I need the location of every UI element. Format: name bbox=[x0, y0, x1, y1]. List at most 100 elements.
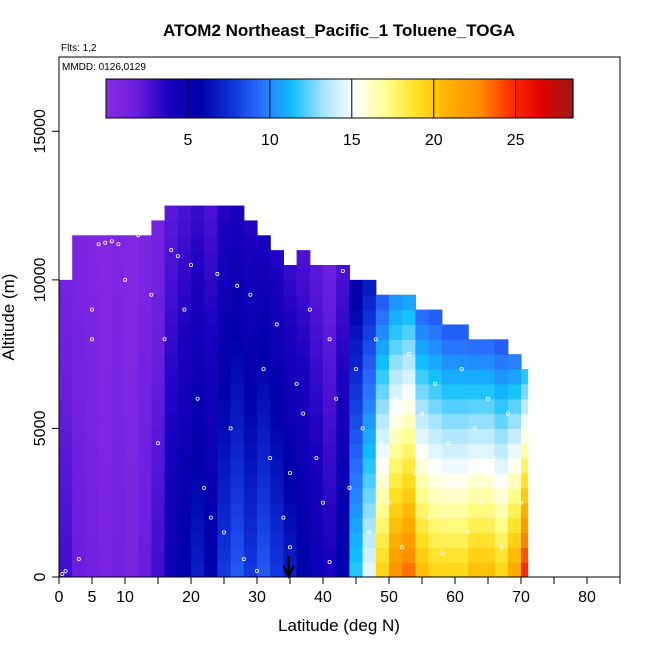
heatmap-cell bbox=[441, 562, 456, 577]
heatmap-cell bbox=[270, 413, 284, 430]
heatmap-cell bbox=[191, 250, 205, 266]
heatmap-cell bbox=[494, 502, 509, 519]
heatmap-cell bbox=[138, 309, 152, 326]
heatmap-cell bbox=[204, 279, 218, 296]
heatmap-cell bbox=[309, 413, 324, 430]
heatmap-cell bbox=[389, 473, 403, 489]
colorbar-segment bbox=[405, 79, 411, 118]
heatmap-cell bbox=[468, 443, 482, 459]
y-tick-label: 10000 bbox=[32, 258, 49, 303]
heatmap-cell bbox=[59, 547, 73, 563]
heatmap-cell bbox=[349, 309, 364, 326]
heatmap-cell bbox=[98, 547, 113, 563]
heatmap-cell bbox=[111, 354, 126, 370]
colorbar-segment bbox=[160, 79, 165, 118]
colorbar-segment bbox=[378, 79, 383, 118]
heatmap-cell bbox=[428, 443, 443, 459]
x-tick-label: 40 bbox=[314, 589, 332, 606]
colorbar-segment bbox=[137, 79, 142, 118]
heatmap-cell bbox=[349, 532, 364, 548]
heatmap-cell bbox=[217, 383, 232, 400]
heatmap-cell bbox=[441, 339, 456, 355]
heatmap-cell bbox=[217, 473, 232, 489]
colorbar-segment bbox=[288, 79, 294, 118]
heatmap-cell bbox=[402, 413, 416, 430]
heatmap-cell bbox=[217, 294, 232, 311]
heatmap-cell bbox=[230, 532, 245, 548]
heatmap-cell bbox=[204, 235, 218, 251]
heatmap-cell bbox=[111, 294, 126, 311]
heatmap-cell bbox=[243, 250, 258, 266]
heatmap-cell bbox=[85, 354, 100, 370]
colorbar-segment bbox=[541, 79, 547, 118]
heatmap-cell bbox=[191, 369, 205, 385]
heatmap-cell bbox=[257, 398, 271, 415]
heatmap-cell bbox=[243, 413, 258, 430]
heatmap-cell bbox=[138, 532, 152, 548]
heatmap-cell bbox=[283, 443, 298, 459]
heatmap-cell bbox=[336, 487, 350, 504]
heatmap-cell bbox=[217, 547, 232, 563]
heatmap-cell bbox=[59, 428, 73, 444]
heatmap-cell bbox=[441, 458, 456, 474]
observation-point bbox=[155, 441, 160, 446]
heatmap-cell bbox=[270, 532, 284, 548]
heatmap-cell bbox=[494, 547, 509, 563]
heatmap-cell bbox=[72, 309, 86, 326]
heatmap-cell bbox=[375, 309, 390, 326]
heatmap-cell bbox=[230, 487, 245, 504]
heatmap-cell bbox=[204, 473, 218, 489]
heatmap-cell bbox=[336, 443, 350, 459]
heatmap-cell bbox=[111, 502, 126, 519]
heatmap-cell bbox=[481, 547, 496, 563]
x-tick-label: 20 bbox=[182, 589, 200, 606]
heatmap-cell bbox=[257, 562, 271, 577]
heatmap-cell bbox=[72, 369, 86, 385]
colorbar-segment bbox=[432, 79, 438, 118]
heatmap-cell bbox=[151, 532, 166, 548]
heatmap-cell bbox=[98, 294, 113, 311]
heatmap-cell bbox=[375, 383, 390, 400]
heatmap-cell bbox=[507, 383, 522, 400]
colorbar-segment bbox=[203, 79, 208, 118]
heatmap-cell bbox=[323, 324, 337, 340]
colorbar-segment bbox=[164, 79, 169, 118]
heatmap-cell bbox=[481, 413, 496, 430]
heatmap-cell bbox=[257, 502, 271, 519]
heatmap-cell bbox=[507, 354, 522, 370]
heatmap-cell bbox=[204, 250, 218, 266]
observation-point bbox=[169, 248, 174, 253]
heatmap-cell bbox=[59, 279, 73, 296]
heatmap-cell bbox=[111, 532, 126, 548]
heatmap-cell bbox=[98, 265, 113, 281]
heatmap-cell bbox=[243, 443, 258, 459]
heatmap-cell bbox=[191, 205, 205, 222]
heatmap-cell bbox=[257, 487, 271, 504]
heatmap-cell bbox=[441, 398, 456, 415]
heatmap-cell bbox=[349, 324, 364, 340]
heatmap-cell bbox=[98, 458, 113, 474]
heatmap-cell bbox=[507, 502, 522, 519]
heatmap-cell bbox=[415, 502, 430, 519]
heatmap-cell bbox=[151, 458, 166, 474]
heatmap-cell bbox=[164, 354, 179, 370]
heatmap-cell bbox=[270, 354, 284, 370]
heatmap-cell bbox=[309, 517, 324, 534]
heatmap-cell bbox=[177, 339, 192, 355]
heatmap-cell bbox=[217, 502, 232, 519]
heatmap-cell bbox=[389, 428, 403, 444]
y-axis-label: Altitude (m) bbox=[0, 274, 18, 361]
heatmap-cell bbox=[323, 547, 337, 563]
heatmap-cell bbox=[191, 294, 205, 311]
heatmap-cell bbox=[59, 517, 73, 534]
heatmap-cell bbox=[455, 487, 469, 504]
heatmap-cell bbox=[98, 369, 113, 385]
arrow-head bbox=[282, 565, 295, 579]
observation-point bbox=[228, 426, 233, 431]
heatmap-cell bbox=[309, 265, 324, 281]
heatmap-cell bbox=[177, 279, 192, 296]
heatmap-cell bbox=[323, 279, 337, 296]
heatmap-cell bbox=[455, 383, 469, 400]
observation-point bbox=[505, 411, 510, 416]
heatmap-cell bbox=[243, 428, 258, 444]
